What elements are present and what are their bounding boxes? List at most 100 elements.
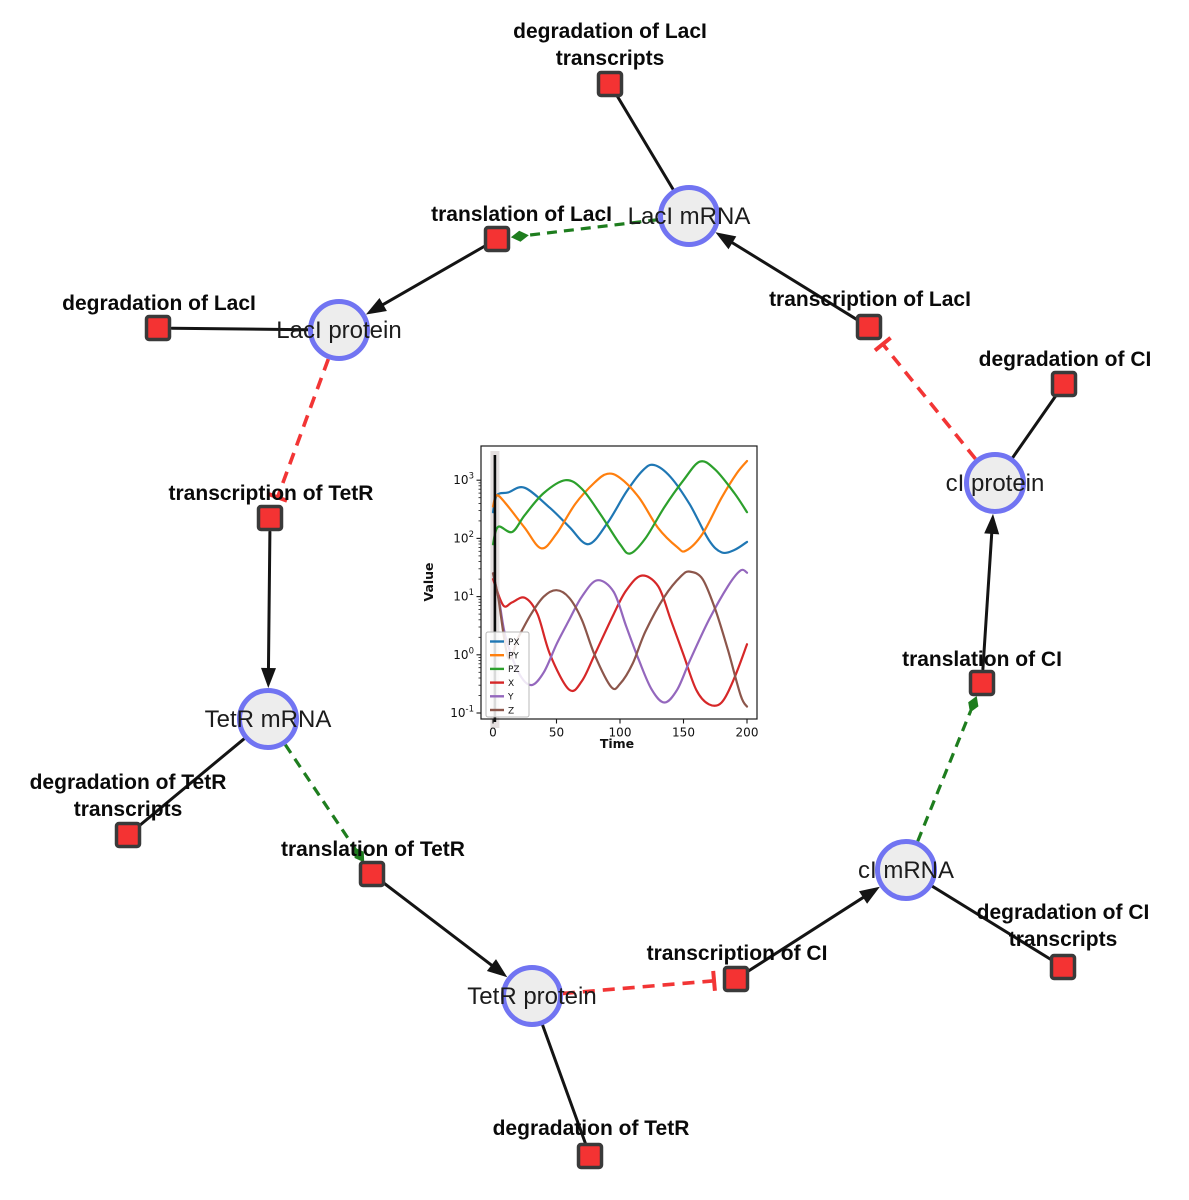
- reaction-label-translation-tetr-line0: translation of TetR: [281, 838, 465, 861]
- edge-ci-protein-deg-ci: [1011, 394, 1058, 460]
- edge-ci-mrna-deg-ci-transcripts: [930, 884, 1053, 962]
- diamond-arrowhead-icon: [510, 230, 529, 242]
- species-label-tetr-protein: TetR protein: [467, 983, 596, 1010]
- arrowhead-icon: [984, 513, 1000, 535]
- reaction-node-deg-laci-transcripts[interactable]: [596, 70, 624, 98]
- species-label-laci-protein: LacI protein: [276, 317, 401, 344]
- edge-transcription-laci-laci-mrna: [715, 232, 859, 322]
- x-tick-label-100: 100: [609, 726, 632, 740]
- reaction-node-translation-laci[interactable]: [483, 225, 511, 253]
- reaction-label-deg-ci-transcripts-line0: degradation of CI: [977, 901, 1150, 924]
- simulation-plot: 0 50 100 150 20010-1100101102103TimeValuePXP…: [421, 445, 759, 751]
- edge-layer: [137, 94, 1058, 1145]
- y-tick-label--1: 10-1: [450, 705, 474, 721]
- inhibition-tbar-icon: [267, 492, 288, 503]
- y-tick-label-0: 100: [453, 646, 474, 662]
- production-edge-line: [376, 244, 487, 309]
- series-line-PX: [491, 463, 749, 555]
- modifier-edge-line: [916, 710, 973, 842]
- series-curves: [491, 459, 749, 708]
- consumption-edge-line: [1011, 394, 1058, 460]
- series-line-Z: [491, 570, 749, 708]
- series-line-PZ: [491, 460, 749, 555]
- modifier-edge-line: [526, 218, 659, 237]
- consumption-edge-line: [615, 94, 675, 191]
- edge-transcription-ci-ci-mrna: [746, 886, 880, 973]
- arrowhead-icon: [261, 667, 276, 688]
- edge-tetr-mrna-deg-tetr-transcripts: [137, 737, 246, 828]
- inhibition-edge-line: [275, 358, 330, 498]
- species-node-ci-protein[interactable]: [964, 452, 1026, 514]
- arrowhead-icon: [365, 298, 387, 315]
- edge-transcription-tetr-tetr-mrna: [261, 530, 276, 688]
- edge-translation-ci-ci-protein: [981, 513, 1000, 671]
- reaction-label-deg-laci-transcripts-line0: degradation of LacI: [513, 20, 707, 43]
- reaction-label-deg-laci-line0: degradation of LacI: [62, 292, 256, 315]
- reaction-label-deg-tetr-transcripts-line0: degradation of TetR: [30, 771, 227, 794]
- reaction-node-deg-tetr[interactable]: [576, 1142, 604, 1170]
- x-axis-label: Time: [600, 736, 634, 751]
- series-line-PY: [491, 459, 749, 553]
- x-tick-label-50: 50: [549, 726, 564, 740]
- x-tick-label-0: 0: [489, 726, 497, 740]
- arrowhead-icon: [486, 959, 508, 978]
- edge-translation-tetr-tetr-protein: [381, 881, 508, 978]
- consumption-edge-line: [170, 326, 310, 332]
- legend: PX PY PZ XYZ: [485, 631, 530, 718]
- reaction-node-deg-laci[interactable]: [144, 314, 172, 342]
- species-node-laci-mrna[interactable]: [658, 185, 720, 247]
- legend-label-PX: PX: [508, 638, 520, 648]
- species-label-tetr-mrna: TetR mRNA: [205, 706, 332, 733]
- x-tick-label-200: 200: [736, 726, 759, 740]
- legend-label-PY: PY: [508, 652, 519, 662]
- inhibition-tbar-icon: [873, 336, 892, 352]
- reaction-label-transcription-tetr-line0: transcription of TetR: [169, 482, 374, 505]
- species-label-ci-mrna: cI mRNA: [858, 857, 954, 884]
- reaction-label-deg-tetr-line0: degradation of TetR: [493, 1117, 690, 1140]
- species-node-tetr-protein[interactable]: [501, 965, 563, 1027]
- reaction-node-deg-ci[interactable]: [1050, 370, 1078, 398]
- inhibition-edge-line: [881, 342, 977, 461]
- production-edge-line: [981, 526, 994, 671]
- axes-frame: [480, 445, 758, 720]
- edge-laci-protein-deg-laci: [170, 326, 310, 332]
- reaction-node-transcription-laci[interactable]: [855, 313, 883, 341]
- species-node-laci-protein[interactable]: [308, 299, 370, 361]
- species-label-laci-mrna: LacI mRNA: [628, 203, 751, 230]
- edge-tetr-mrna-translation-tetr: [283, 743, 365, 863]
- node-layer: [114, 70, 1078, 1170]
- reaction-label-translation-ci-line0: translation of CI: [902, 648, 1062, 671]
- reaction-label-transcription-ci-line0: transcription of CI: [647, 942, 828, 965]
- production-edge-line: [725, 238, 859, 322]
- reaction-node-transcription-tetr[interactable]: [256, 504, 284, 532]
- reaction-node-deg-tetr-transcripts[interactable]: [114, 821, 142, 849]
- edge-ci-protein-transcription-laci: [873, 336, 977, 461]
- series-line-X: [491, 574, 749, 707]
- x-tick-label-150: 150: [672, 726, 695, 740]
- edge-tetr-protein-transcription-ci: [562, 970, 717, 996]
- inhibition-tbar-icon: [711, 970, 717, 991]
- consumption-edge-line: [930, 884, 1053, 962]
- arrowhead-icon: [859, 886, 880, 904]
- legend-label-X: X: [508, 679, 514, 689]
- reaction-node-translation-ci[interactable]: [968, 669, 996, 697]
- edge-laci-protein-transcription-tetr: [267, 358, 330, 503]
- y-tick-label-2: 102: [453, 530, 474, 546]
- consumption-edge-line: [137, 737, 246, 828]
- legend-label-Z: Z: [508, 706, 514, 716]
- reaction-node-deg-ci-transcripts[interactable]: [1049, 953, 1077, 981]
- reaction-label-translation-laci-line0: translation of LacI: [431, 203, 612, 226]
- consumption-edge-line: [541, 1023, 587, 1145]
- reaction-label-deg-ci-line0: degradation of CI: [979, 348, 1152, 371]
- diamond-arrowhead-icon: [354, 847, 365, 863]
- reaction-node-translation-tetr[interactable]: [358, 860, 386, 888]
- inhibition-edge-line: [562, 979, 715, 996]
- reaction-node-transcription-ci[interactable]: [722, 965, 750, 993]
- modifier-edge-line: [283, 743, 357, 850]
- species-node-tetr-mrna[interactable]: [237, 688, 299, 750]
- edge-translation-laci-laci-protein: [365, 244, 487, 315]
- species-node-ci-mrna[interactable]: [875, 839, 937, 901]
- edge-laci-mrna-deg-laci-transcripts: [615, 94, 675, 191]
